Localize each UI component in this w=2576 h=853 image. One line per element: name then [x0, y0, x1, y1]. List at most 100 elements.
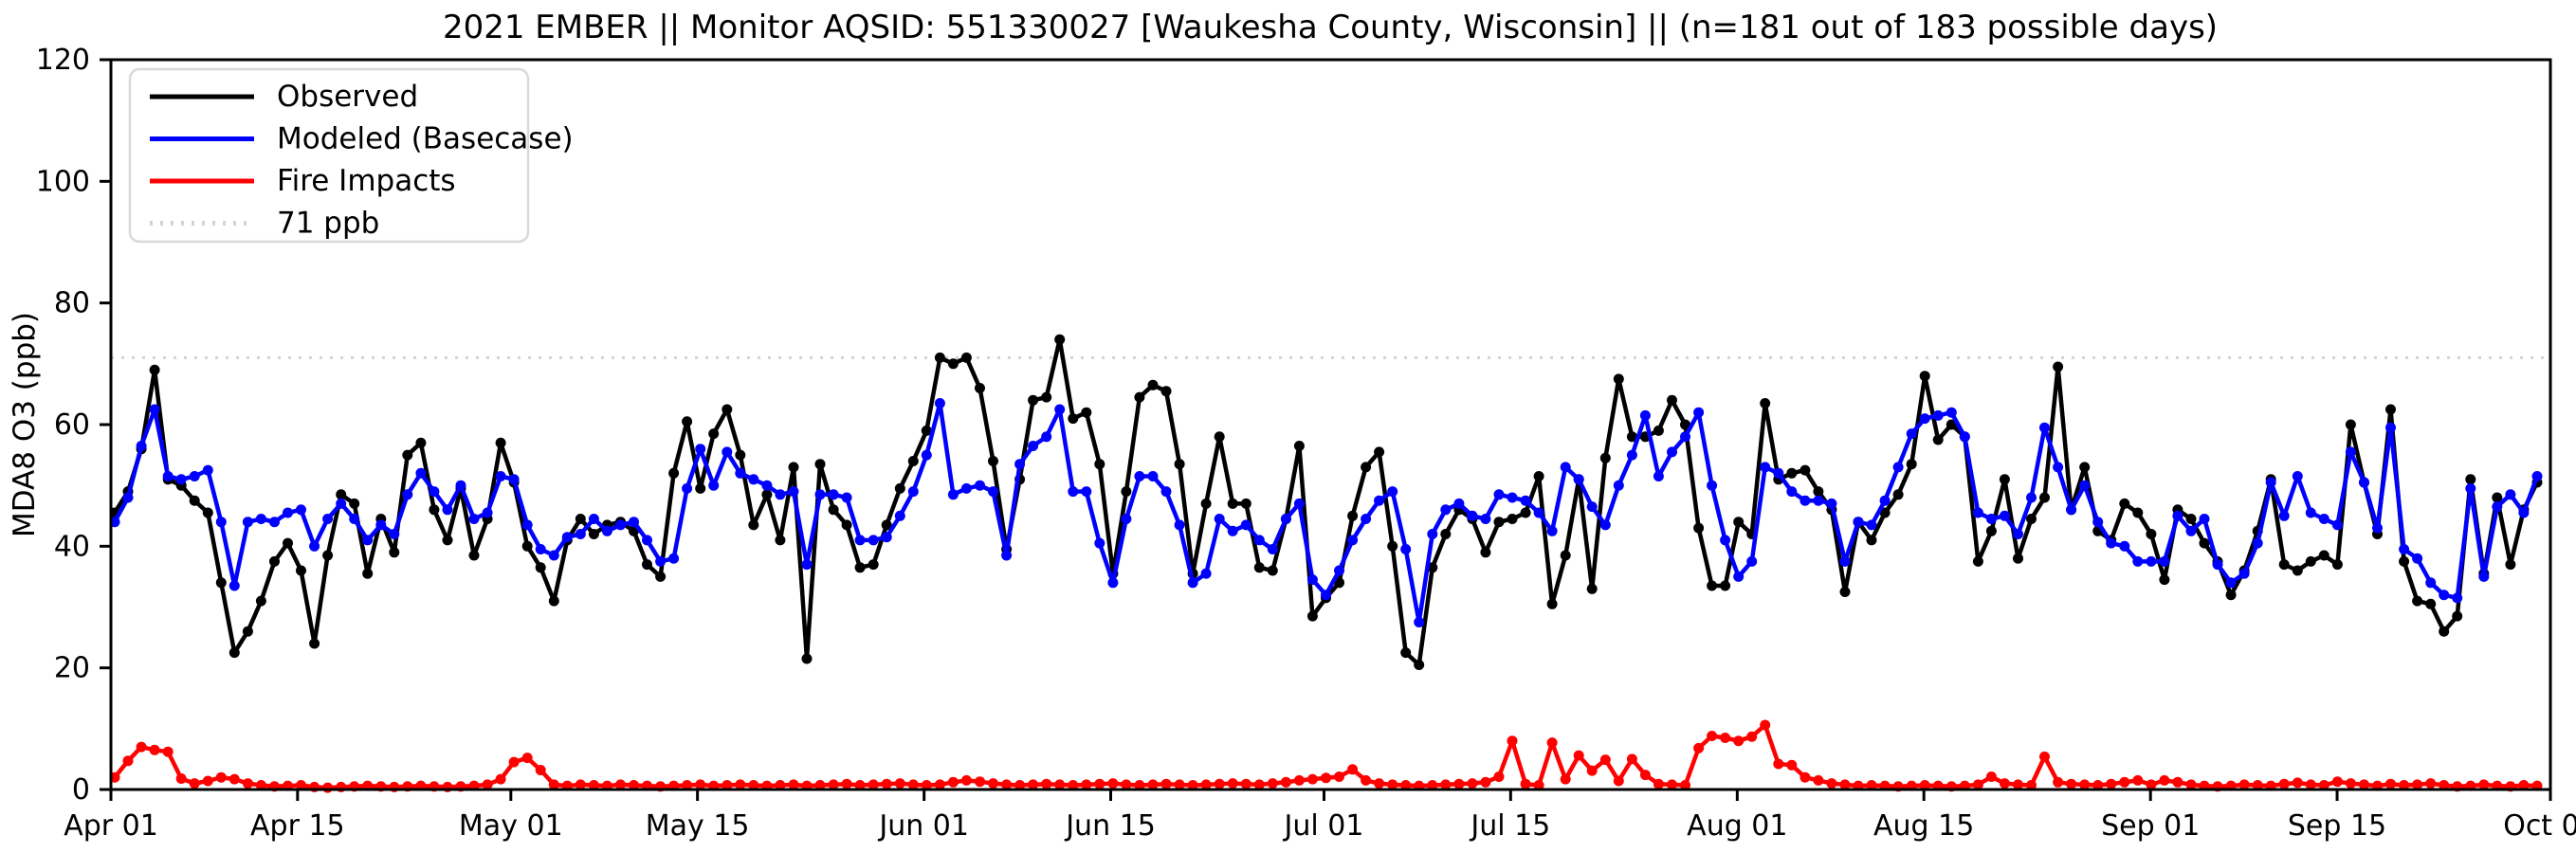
- data-point: [1440, 779, 1452, 790]
- data-point: [1972, 507, 1983, 518]
- data-point: [2359, 477, 2369, 488]
- data-point: [1972, 779, 1983, 790]
- data-point: [2492, 501, 2503, 513]
- data-point: [1786, 467, 1798, 479]
- data-point: [1028, 779, 1039, 790]
- data-point: [1293, 774, 1305, 786]
- data-point: [362, 568, 374, 579]
- data-point: [2079, 779, 2091, 790]
- data-point: [975, 480, 985, 491]
- y-tick-label: 20: [54, 652, 90, 685]
- data-point: [1374, 446, 1385, 458]
- data-point: [1680, 431, 1690, 443]
- data-point: [136, 441, 147, 451]
- data-point: [1760, 462, 1771, 473]
- legend: Observed Modeled (Basecase) Fire Impacts 71…: [128, 67, 574, 244]
- data-point: [1919, 780, 1930, 790]
- x-tick-label: Jul 01: [1283, 809, 1364, 843]
- data-point: [521, 753, 533, 764]
- data-point: [269, 517, 280, 528]
- data-point: [828, 489, 839, 500]
- data-point: [881, 519, 892, 531]
- data-point: [1453, 498, 1465, 509]
- data-point: [1866, 519, 1877, 531]
- data-point: [1546, 598, 1558, 609]
- data-point: [2292, 471, 2303, 481]
- data-point: [362, 535, 374, 546]
- data-point: [775, 535, 786, 546]
- data-point: [575, 529, 586, 539]
- data-point: [535, 562, 546, 573]
- series-markers-1: [109, 398, 2543, 627]
- data-point: [482, 779, 493, 790]
- data-point: [1826, 778, 1837, 789]
- x-tick-label: Jul 15: [1469, 809, 1550, 843]
- data-point: [2465, 474, 2476, 485]
- data-point: [1453, 778, 1465, 789]
- data-point: [2106, 537, 2117, 549]
- data-point: [1480, 514, 1491, 524]
- y-tick-label: 80: [54, 287, 90, 320]
- data-point: [801, 559, 813, 571]
- data-point: [2318, 780, 2329, 790]
- data-point: [2172, 776, 2183, 788]
- data-point: [389, 529, 400, 539]
- x-tick-label: Oct 01: [2503, 809, 2576, 843]
- data-point: [748, 519, 759, 531]
- data-point: [415, 467, 427, 479]
- data-point: [1041, 391, 1052, 403]
- data-point: [1134, 780, 1145, 790]
- data-point: [2292, 565, 2303, 576]
- data-point: [814, 459, 826, 470]
- data-point: [682, 780, 693, 790]
- data-point: [655, 571, 667, 582]
- data-point: [854, 535, 866, 546]
- data-point: [1693, 522, 1705, 534]
- data-point: [2425, 778, 2437, 789]
- data-point: [1306, 610, 1318, 622]
- data-point: [2425, 577, 2437, 589]
- data-point: [2385, 778, 2396, 789]
- data-point: [2185, 779, 2197, 790]
- data-point: [841, 492, 852, 503]
- data-point: [1321, 772, 1331, 784]
- data-point: [2345, 446, 2356, 458]
- data-point: [2305, 555, 2316, 567]
- x-tick-label: Aug 15: [1873, 809, 1974, 843]
- data-point: [1147, 779, 1159, 790]
- data-point: [215, 771, 227, 783]
- data-point: [1214, 514, 1225, 524]
- data-point: [1480, 547, 1491, 558]
- data-point: [907, 486, 919, 498]
- data-point: [921, 425, 932, 436]
- data-point: [1147, 471, 1159, 481]
- data-point: [1321, 590, 1331, 601]
- data-point: [202, 464, 213, 476]
- data-point: [1720, 733, 1731, 743]
- data-point: [1999, 778, 2010, 789]
- data-point: [1440, 504, 1452, 516]
- data-point: [2225, 590, 2237, 601]
- data-point: [722, 404, 733, 415]
- data-point: [1946, 407, 1957, 418]
- data-point: [695, 482, 706, 494]
- data-point: [1800, 771, 1811, 783]
- data-point: [1946, 419, 1957, 430]
- data-point: [122, 755, 134, 767]
- data-point: [1879, 507, 1891, 518]
- data-point: [1667, 779, 1677, 790]
- data-point: [2385, 422, 2396, 433]
- data-point: [2278, 559, 2290, 571]
- data-point: [2305, 507, 2316, 518]
- data-point: [1533, 471, 1544, 481]
- data-point: [215, 517, 227, 528]
- data-point: [1121, 514, 1132, 524]
- data-point: [1253, 779, 1265, 790]
- data-point: [1813, 774, 1824, 786]
- data-point: [508, 474, 520, 485]
- data-point: [1680, 419, 1690, 430]
- data-point: [722, 780, 733, 790]
- data-point: [1361, 774, 1372, 786]
- data-point: [1493, 489, 1505, 500]
